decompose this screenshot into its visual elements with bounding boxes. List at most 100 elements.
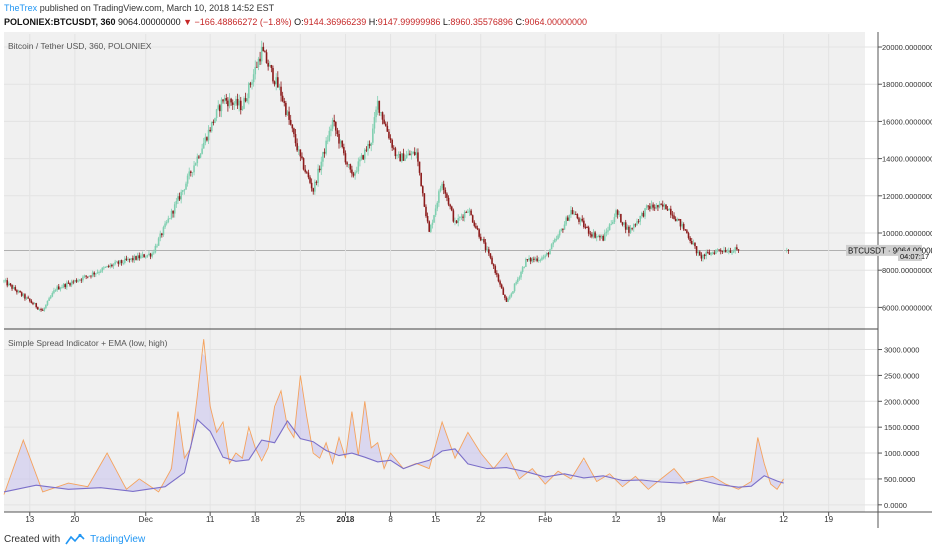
candle-body (198, 156, 200, 158)
candle-body (439, 188, 442, 192)
candle-body (199, 153, 202, 158)
candle-body (104, 267, 107, 268)
candle-body (148, 253, 150, 255)
candle-body (41, 309, 44, 311)
candle-body (288, 111, 290, 120)
candle-body (441, 183, 443, 189)
candle-body (252, 74, 255, 83)
candle-body (228, 98, 231, 107)
candle-body (14, 287, 17, 291)
candle-body (307, 172, 310, 178)
candle-body (257, 58, 260, 67)
candle-body (676, 218, 679, 222)
candle-body (591, 234, 593, 237)
time-axis[interactable]: 13 20 Dec 11 18 25 2018 8 15 22 Feb 12 19 Mar 12 19 (25, 512, 834, 524)
candle-body (434, 208, 437, 216)
candle-body (46, 300, 49, 305)
candle-body (214, 118, 216, 123)
candle-body (304, 169, 306, 172)
candle-body (244, 98, 247, 102)
spread-ema-fill (4, 353, 784, 495)
created-with-text: Created with (4, 533, 61, 545)
candle-body (737, 249, 740, 251)
candle-body (40, 308, 42, 310)
candle-body (359, 159, 361, 162)
candle-body (283, 101, 286, 103)
candle-body (626, 226, 629, 230)
candle-body (386, 125, 389, 132)
candle-body (336, 130, 339, 135)
candle-body (173, 204, 176, 214)
candle-body (399, 154, 402, 162)
last-price-tag: BTCUSDT · 9064.00000000 04:07:17 (846, 244, 932, 261)
candle-body (404, 157, 406, 161)
candle-body (222, 99, 224, 102)
tradingview-link[interactable]: TradingView (90, 533, 146, 545)
candle-body (430, 224, 432, 232)
price-tick-label: 14000.00000000 (882, 155, 932, 164)
price-axis[interactable]: 6000.00000000 8000.00000000 10000.00000000… (878, 43, 932, 312)
candle-body (22, 294, 25, 296)
candle-body (49, 296, 52, 299)
indicator-tick-label: 1500.0000 (884, 423, 919, 432)
candle-body (93, 272, 95, 275)
candle-body (397, 154, 400, 156)
candle-body (721, 251, 724, 252)
candle-body (294, 134, 297, 144)
candle-body (637, 221, 640, 223)
candle-body (663, 204, 666, 207)
candle-body (537, 260, 540, 262)
candle-body (544, 255, 546, 258)
candle-body (296, 143, 298, 151)
candle-body (91, 272, 94, 277)
candle-body (103, 267, 105, 269)
indicator-tick-label: 2500.0000 (884, 371, 919, 380)
candle-body (488, 249, 490, 254)
candle-body (323, 151, 326, 154)
candle-body (98, 272, 100, 273)
candle-body (140, 255, 142, 259)
candle-body (555, 239, 558, 240)
price-tick-label: 12000.00000000 (882, 192, 932, 201)
candle-body (694, 243, 696, 247)
candle-body (330, 128, 332, 131)
candle-body (352, 173, 355, 176)
candle-body (334, 122, 337, 131)
candle-body (380, 112, 382, 113)
candle-body (476, 227, 479, 230)
candle-body (312, 188, 315, 192)
candle-body (531, 258, 534, 262)
candle-body (705, 252, 708, 257)
candle-body (515, 282, 517, 284)
author-link[interactable]: TheTrex (4, 3, 38, 13)
candle-body (331, 120, 334, 129)
candle-body (541, 257, 543, 260)
candle-body (48, 298, 50, 301)
candle-body (471, 215, 474, 223)
candle-body (679, 219, 682, 227)
candle-body (470, 210, 472, 216)
candle-body (141, 254, 144, 256)
indicator-axis[interactable]: 0.0000 500.0000 1000.0000 1500.0000 2000.000… (878, 346, 919, 510)
candle-body (729, 250, 732, 253)
candle-body (185, 183, 187, 190)
candle-body (542, 257, 545, 259)
candle-body (74, 280, 76, 282)
close-value: 9064.00000000 (524, 17, 588, 27)
time-tick-label: 19 (657, 515, 666, 524)
candle-body (57, 286, 60, 290)
candle-body (143, 254, 145, 258)
candle-body (25, 297, 28, 299)
candle-body (516, 278, 519, 283)
candle-body (383, 119, 385, 124)
candle-body (686, 230, 688, 234)
candle-body (157, 238, 160, 246)
candle-body (391, 140, 393, 148)
candle-body (396, 155, 398, 157)
candle-body (455, 220, 458, 224)
candle-body (375, 109, 377, 118)
candle-body (787, 250, 790, 251)
candle-body (534, 258, 537, 260)
time-tick-label: 25 (296, 515, 305, 524)
